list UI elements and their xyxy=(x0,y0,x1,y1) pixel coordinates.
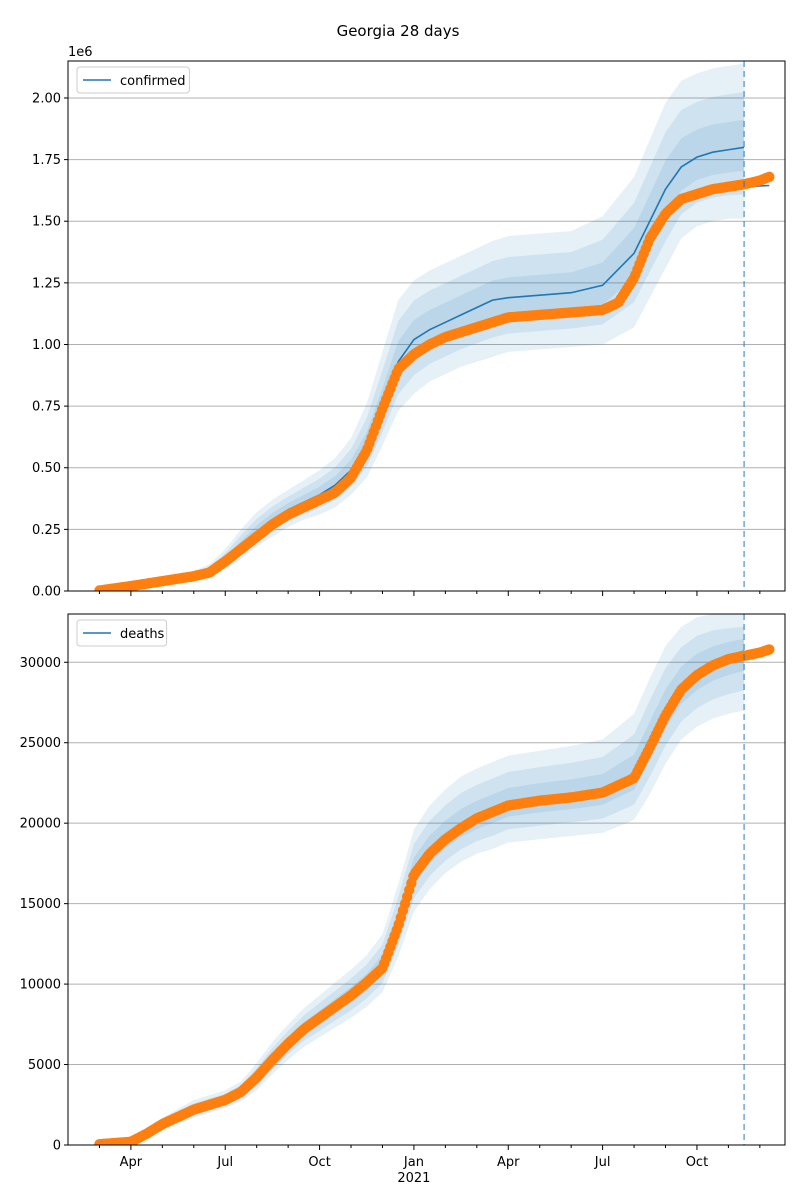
y-tick-label: 1.25 xyxy=(32,276,61,291)
uncertainty-band-2 xyxy=(99,91,745,591)
x-tick-label: Oct xyxy=(308,1155,330,1170)
x-tick-label: Jul xyxy=(216,1155,233,1170)
y-tick-label: 0.25 xyxy=(32,523,61,538)
y-tick-label: 0.00 xyxy=(32,585,61,600)
deaths-panel: 0 5000 10000 15000 20000 25000 30000 Apr Jul Oct J… xyxy=(20,613,786,1186)
legend: confirmed xyxy=(76,66,190,94)
y-tick-label: 0 xyxy=(53,1139,61,1154)
x-tick-label: Jan xyxy=(403,1155,424,1170)
uncertainty-band-2 xyxy=(99,626,745,1145)
x-tick-label: Oct xyxy=(686,1155,708,1170)
y-tick-label: 2.00 xyxy=(32,91,61,106)
legend: deaths xyxy=(76,619,168,647)
confirmed-panel: 0.00 0.25 0.50 0.75 1.00 1.25 1.50 1.75 2.00 1e6 c… xyxy=(32,45,786,600)
legend-label: deaths xyxy=(120,627,165,642)
y-tick-label: 25000 xyxy=(20,736,61,751)
y-tick-label: 15000 xyxy=(20,897,61,912)
y-tick-label: 0.75 xyxy=(32,400,61,415)
legend-box xyxy=(76,619,168,647)
y-tick-label: 1.75 xyxy=(32,153,61,168)
x-tick-label: Apr xyxy=(120,1155,143,1170)
x-year-label: 2021 xyxy=(397,1171,430,1186)
y-tick-label: 10000 xyxy=(20,978,61,993)
y-tick-label: 1.50 xyxy=(32,215,61,230)
axes-frame xyxy=(67,60,786,592)
x-tick-label: Apr xyxy=(497,1155,520,1170)
figure-title: Georgia 28 days xyxy=(337,22,460,40)
y-tick-label: 5000 xyxy=(28,1058,61,1073)
y-tick-label: 20000 xyxy=(20,817,61,832)
axes-frame xyxy=(67,613,786,1146)
y-tick-label: 30000 xyxy=(20,656,61,671)
y-offset-label: 1e6 xyxy=(68,45,93,60)
uncertainty-band-1 xyxy=(99,614,745,1145)
y-tick-label: 1.00 xyxy=(32,338,61,353)
uncertainty-band-1 xyxy=(99,63,745,591)
y-tick-label: 0.50 xyxy=(32,461,61,476)
legend-box xyxy=(76,66,190,94)
observed-point xyxy=(764,644,775,655)
legend-label: confirmed xyxy=(120,74,186,89)
x-tick-label: Jul xyxy=(594,1155,611,1170)
observed-point xyxy=(764,171,775,183)
uncertainty-band-3 xyxy=(99,119,745,591)
